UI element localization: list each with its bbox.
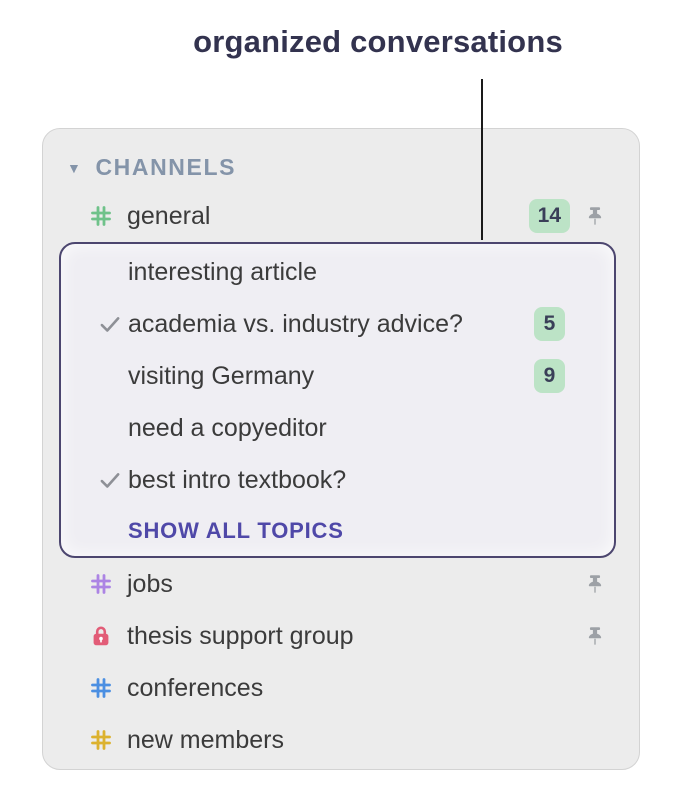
channel-name: jobs bbox=[127, 569, 173, 598]
channel-row-new-members[interactable]: new members bbox=[43, 714, 639, 766]
topic-row[interactable]: visiting Germany 9 bbox=[61, 350, 614, 402]
show-all-topics-link[interactable]: SHOW ALL TOPICS bbox=[128, 518, 344, 543]
topic-row[interactable]: academia vs. industry advice? 5 bbox=[61, 298, 614, 350]
topic-name: visiting Germany bbox=[128, 361, 315, 390]
callout-line bbox=[481, 79, 483, 240]
channel-row-thesis-support-group[interactable]: thesis support group bbox=[43, 610, 639, 662]
channel-row-jobs[interactable]: jobs bbox=[43, 558, 639, 610]
hash-icon bbox=[91, 206, 111, 226]
channel-row-conferences[interactable]: conferences bbox=[43, 662, 639, 714]
channel-name: conferences bbox=[127, 673, 264, 702]
topic-name: academia vs. industry advice? bbox=[128, 309, 463, 338]
hash-icon bbox=[91, 574, 111, 594]
page-title: organized conversations bbox=[193, 24, 563, 59]
topic-name: best intro textbook? bbox=[128, 465, 347, 494]
pin-icon bbox=[588, 627, 602, 645]
pin-icon bbox=[588, 575, 602, 593]
topic-name: need a copyeditor bbox=[128, 413, 327, 442]
lock-icon bbox=[93, 626, 109, 646]
hash-icon bbox=[91, 730, 111, 750]
unread-badge: 5 bbox=[534, 307, 565, 341]
topics-box: interesting article academia vs. industr… bbox=[59, 242, 616, 558]
channel-name: new members bbox=[127, 725, 284, 754]
topic-name: interesting article bbox=[128, 257, 317, 286]
topic-row[interactable]: need a copyeditor bbox=[61, 402, 614, 454]
channels-panel: ▼ CHANNELS general 14 interesting articl… bbox=[42, 128, 640, 770]
topic-row[interactable]: best intro textbook? bbox=[61, 454, 614, 506]
pin-icon bbox=[588, 207, 602, 225]
channels-section-header[interactable]: ▼ CHANNELS bbox=[43, 144, 639, 190]
check-icon bbox=[100, 473, 120, 488]
channel-name: thesis support group bbox=[127, 621, 354, 650]
unread-badge: 9 bbox=[534, 359, 565, 393]
check-icon bbox=[100, 317, 120, 332]
collapse-triangle-icon: ▼ bbox=[67, 160, 83, 176]
channel-name: general bbox=[127, 201, 211, 230]
hash-icon bbox=[91, 678, 111, 698]
unread-badge: 14 bbox=[528, 199, 570, 233]
channels-section-label: CHANNELS bbox=[95, 153, 237, 180]
topic-row[interactable]: interesting article bbox=[61, 246, 614, 298]
channel-row-general[interactable]: general 14 bbox=[43, 190, 639, 242]
